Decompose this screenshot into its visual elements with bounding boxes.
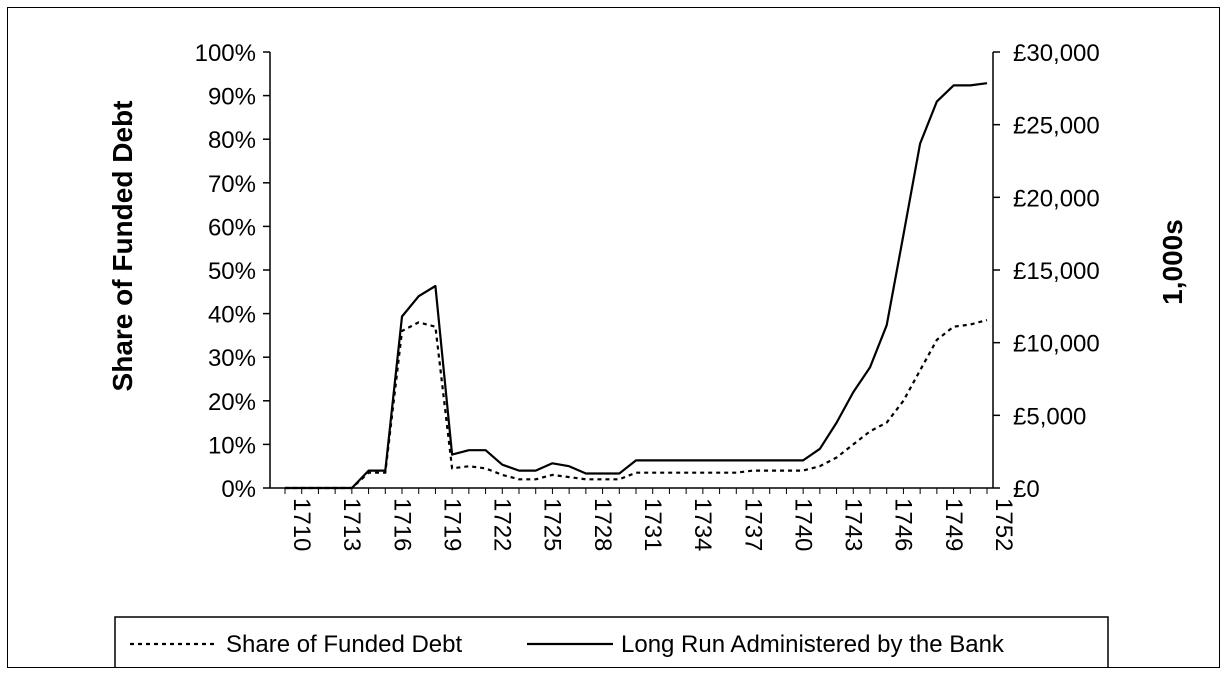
left-tick-label: 50% bbox=[208, 258, 256, 285]
right-tick-label: £15,000 bbox=[1013, 258, 1100, 285]
x-tick-label: 1734 bbox=[689, 498, 716, 551]
left-axis-title: Share of Funded Debt bbox=[107, 101, 138, 392]
line-chart: 0% 10% 20% 30% 40% 50% 60% 70% 80% 90% 100% £0 £5,0… bbox=[107, 40, 1188, 671]
x-tick-label: 1719 bbox=[438, 498, 465, 551]
left-tick-label: 20% bbox=[208, 389, 256, 416]
x-tick-label: 1737 bbox=[739, 498, 766, 551]
series-lines bbox=[285, 82, 988, 490]
legend-label: Share of Funded Debt bbox=[226, 631, 462, 658]
x-tick-label: 1710 bbox=[288, 498, 315, 551]
x-tick-label: 1743 bbox=[840, 498, 867, 551]
x-tick-label: 1725 bbox=[539, 498, 566, 551]
left-tick-label: 10% bbox=[208, 432, 256, 459]
chart-frame: 0% 10% 20% 30% 40% 50% 60% 70% 80% 90% 100% £0 £5,0… bbox=[7, 7, 1220, 671]
x-tick-label: 1722 bbox=[489, 498, 516, 551]
left-tick-label: 100% bbox=[195, 40, 256, 67]
left-tick-label: 60% bbox=[208, 214, 256, 241]
x-tick-label: 1728 bbox=[589, 498, 616, 551]
series-line-long-run-administered bbox=[285, 82, 988, 490]
x-tick-label: 1713 bbox=[338, 498, 365, 551]
right-axis-title: 1,000s bbox=[1157, 219, 1188, 305]
left-tick-label: 40% bbox=[208, 302, 256, 329]
right-tick-label: £10,000 bbox=[1013, 331, 1100, 358]
x-ticks: 1710 1713 1716 1719 1722 1725 1728 1731 1734 1737… bbox=[284, 488, 1017, 551]
left-y-ticks: 0% 10% 20% 30% 40% 50% 60% 70% 80% 90% 100% bbox=[195, 40, 270, 503]
legend: Share of Funded Debt Long Run Administere… bbox=[114, 616, 1109, 671]
x-tick-label: 1716 bbox=[388, 498, 415, 551]
right-tick-label: £5,000 bbox=[1013, 403, 1086, 430]
right-tick-label: £25,000 bbox=[1013, 113, 1100, 140]
x-tick-label: 1746 bbox=[890, 498, 917, 551]
right-tick-label: £0 bbox=[1013, 476, 1040, 503]
left-tick-label: 90% bbox=[208, 84, 256, 111]
left-tick-label: 0% bbox=[221, 476, 256, 503]
x-tick-label: 1740 bbox=[789, 498, 816, 551]
x-tick-label: 1749 bbox=[940, 498, 967, 551]
axes bbox=[269, 52, 994, 489]
right-tick-label: £20,000 bbox=[1013, 185, 1100, 212]
x-tick-label: 1731 bbox=[639, 498, 666, 551]
right-tick-label: £30,000 bbox=[1013, 40, 1100, 67]
x-tick-label: 1752 bbox=[990, 498, 1017, 551]
left-tick-label: 30% bbox=[208, 345, 256, 372]
left-tick-label: 70% bbox=[208, 171, 256, 198]
series-line-share-of-funded-debt bbox=[285, 319, 988, 490]
legend-label: Long Run Administered by the Bank bbox=[621, 631, 1005, 658]
right-y-ticks: £0 £5,000 £10,000 £15,000 £20,000 £25,000 £30,… bbox=[993, 40, 1100, 503]
left-tick-label: 80% bbox=[208, 127, 256, 154]
